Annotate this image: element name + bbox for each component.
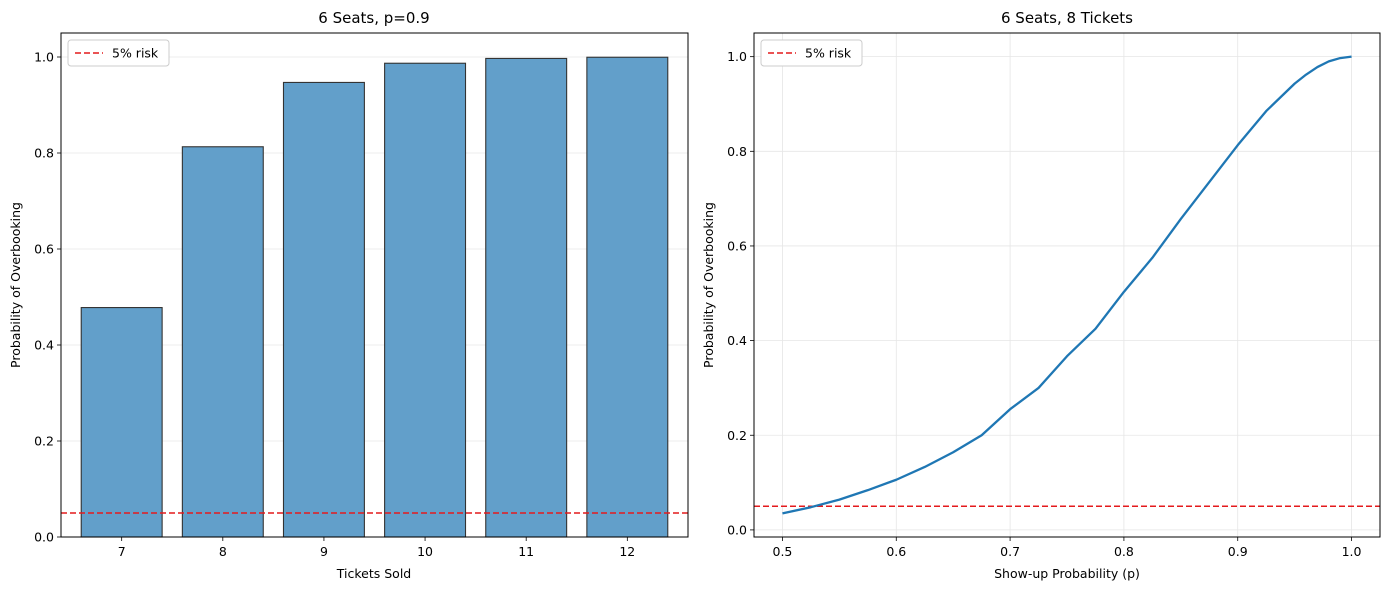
bar-chart-y-tick-label: 1.0 <box>34 50 54 65</box>
bar-chart-y-tick-label: 0.8 <box>34 146 54 161</box>
line-chart-x-tick-label: 1.0 <box>1342 544 1362 559</box>
bar-7 <box>80 307 163 538</box>
bar-chart-legend: 5% risk <box>67 39 170 67</box>
line-chart-plot-frame <box>753 32 1381 538</box>
bar-chart-y-axis-label: Probability of Overbooking <box>8 202 23 368</box>
bar-chart-legend-label: 5% risk <box>112 46 159 61</box>
bar-chart-legend-box <box>67 39 170 67</box>
line-chart-grid <box>754 33 1380 537</box>
line-chart-legend-box <box>760 39 863 67</box>
bar-chart-x-ticks: 7 8 9 10 11 12 <box>118 537 635 559</box>
bar-chart-x-tick-label: 10 <box>417 544 433 559</box>
bar-chart-x-tick-label: 11 <box>518 544 534 559</box>
line-chart-x-axis-label: Show-up Probability (p) <box>994 566 1140 581</box>
line-chart-y-ticks: 0.0 0.2 0.4 0.6 0.8 1.0 <box>727 49 754 537</box>
line-chart-y-axis-label: Probability of Overbooking <box>701 202 716 368</box>
line-chart-series-line <box>782 55 1352 515</box>
bar-chart-title: 6 Seats, p=0.9 <box>318 9 429 27</box>
bar-chart-y-tick-label: 0.0 <box>34 530 54 545</box>
line-chart-panel: 6 Seats, 8 Tickets 0.5 0.6 0.7 0.8 0.9 1.0 0.… <box>701 9 1381 581</box>
line-chart-x-tick-label: 0.7 <box>1000 544 1020 559</box>
line-chart-y-tick-label: 0.8 <box>727 144 747 159</box>
line-chart-y-tick-label: 0.6 <box>727 238 747 253</box>
bar-chart-x-tick-label: 12 <box>619 544 635 559</box>
line-chart-legend: 5% risk <box>760 39 863 67</box>
bar-chart-y-ticks: 0.0 0.2 0.4 0.6 0.8 1.0 <box>34 50 61 545</box>
bar-chart-plot-frame <box>60 32 689 538</box>
bar-11 <box>485 57 568 538</box>
line-chart-x-tick-label: 0.8 <box>1114 544 1134 559</box>
bar-chart-y-tick-label: 0.4 <box>34 338 54 353</box>
bar-chart-x-axis-label: Tickets Sold <box>336 566 411 581</box>
line-chart-x-ticks: 0.5 0.6 0.7 0.8 0.9 1.0 <box>773 537 1362 559</box>
bar-chart-x-tick-label: 8 <box>219 544 227 559</box>
line-chart-legend-label: 5% risk <box>805 46 852 61</box>
bar-chart-y-tick-label: 0.6 <box>34 242 54 257</box>
line-chart-y-tick-label: 0.4 <box>727 333 747 348</box>
line-chart-y-tick-label: 0.0 <box>727 522 747 537</box>
line-chart-x-tick-label: 0.6 <box>886 544 906 559</box>
bar-chart-y-tick-label: 0.2 <box>34 434 54 449</box>
line-chart-title: 6 Seats, 8 Tickets <box>1001 9 1133 27</box>
bar-chart-x-tick-label: 9 <box>320 544 328 559</box>
bar-8 <box>181 146 264 538</box>
bar-chart-panel: 6 Seats, p=0.9 7 8 9 10 11 12 0.0 0.2 0.4 0.6 0.8… <box>8 9 689 581</box>
line-chart-y-tick-label: 1.0 <box>727 49 747 64</box>
bar-10 <box>384 62 467 538</box>
bar-12 <box>586 56 669 538</box>
line-chart-y-tick-label: 0.2 <box>727 428 747 443</box>
bar-chart-bars <box>80 56 669 538</box>
bar-chart-x-tick-label: 7 <box>118 544 126 559</box>
bar-9 <box>282 81 365 538</box>
line-chart-x-tick-label: 0.9 <box>1228 544 1248 559</box>
line-chart-x-tick-label: 0.5 <box>773 544 793 559</box>
